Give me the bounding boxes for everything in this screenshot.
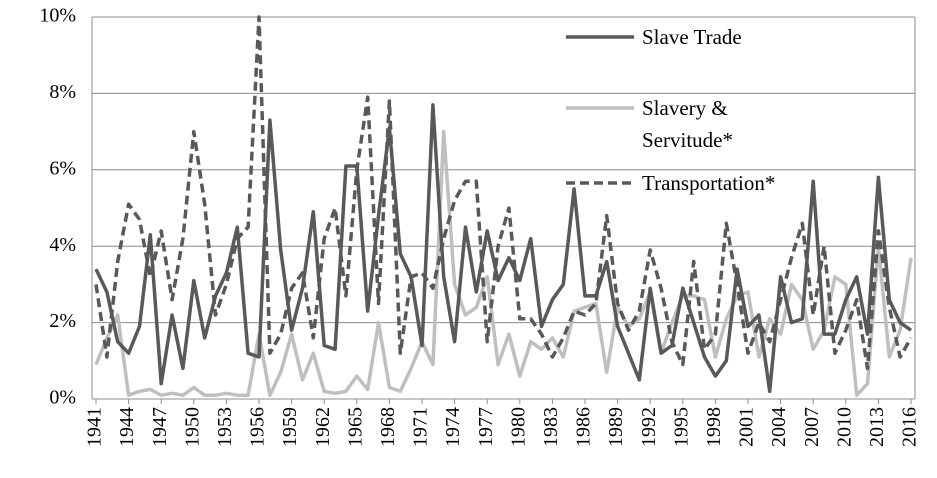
x-tick-label: 1992 [638, 407, 660, 447]
legend-label: Transportation* [642, 171, 776, 195]
x-tick-label: 2001 [736, 407, 758, 447]
x-tick-label: 1959 [279, 407, 301, 447]
x-tick-label: 1971 [410, 407, 432, 447]
x-tick-label: 1965 [344, 407, 366, 447]
x-tick-label: 1986 [573, 407, 595, 447]
legend-label: Slave Trade [642, 25, 742, 49]
x-tick-label: 2010 [833, 407, 855, 447]
x-tick-label: 1974 [442, 407, 464, 447]
x-tick-label: 2007 [801, 407, 823, 447]
x-tick-label: 1989 [605, 407, 627, 447]
series-line [94, 103, 913, 394]
x-tick-label: 1950 [181, 407, 203, 447]
x-tick-label: 1995 [670, 407, 692, 447]
x-tick-label: 2013 [866, 407, 888, 447]
y-tick-label: 8% [49, 81, 76, 103]
x-tick-label: 1941 [84, 407, 106, 447]
x-tick-label: 1953 [214, 407, 236, 447]
x-tick-label: 1944 [116, 407, 138, 447]
x-tick-label: 1998 [703, 407, 725, 447]
y-tick-label: 0% [49, 387, 76, 409]
x-tick-label: 2016 [899, 407, 921, 447]
x-tick-label: 1956 [247, 407, 269, 447]
x-tick-label: 1968 [377, 407, 399, 447]
x-tick-label: 1977 [475, 407, 497, 447]
x-tick-label: 1983 [540, 407, 562, 447]
y-tick-label: 10% [39, 5, 76, 27]
x-tick-label: 2004 [768, 407, 790, 447]
series-line [94, 15, 913, 371]
y-tick-label: 2% [49, 310, 76, 332]
x-tick-label: 1980 [507, 407, 529, 447]
y-tick-label: 6% [49, 157, 76, 179]
y-tick-label: 4% [49, 234, 76, 256]
legend-label: Slavery & Servitude* [642, 96, 733, 152]
x-tick-label: 1962 [312, 407, 334, 447]
x-tick-label: 1947 [149, 407, 171, 447]
